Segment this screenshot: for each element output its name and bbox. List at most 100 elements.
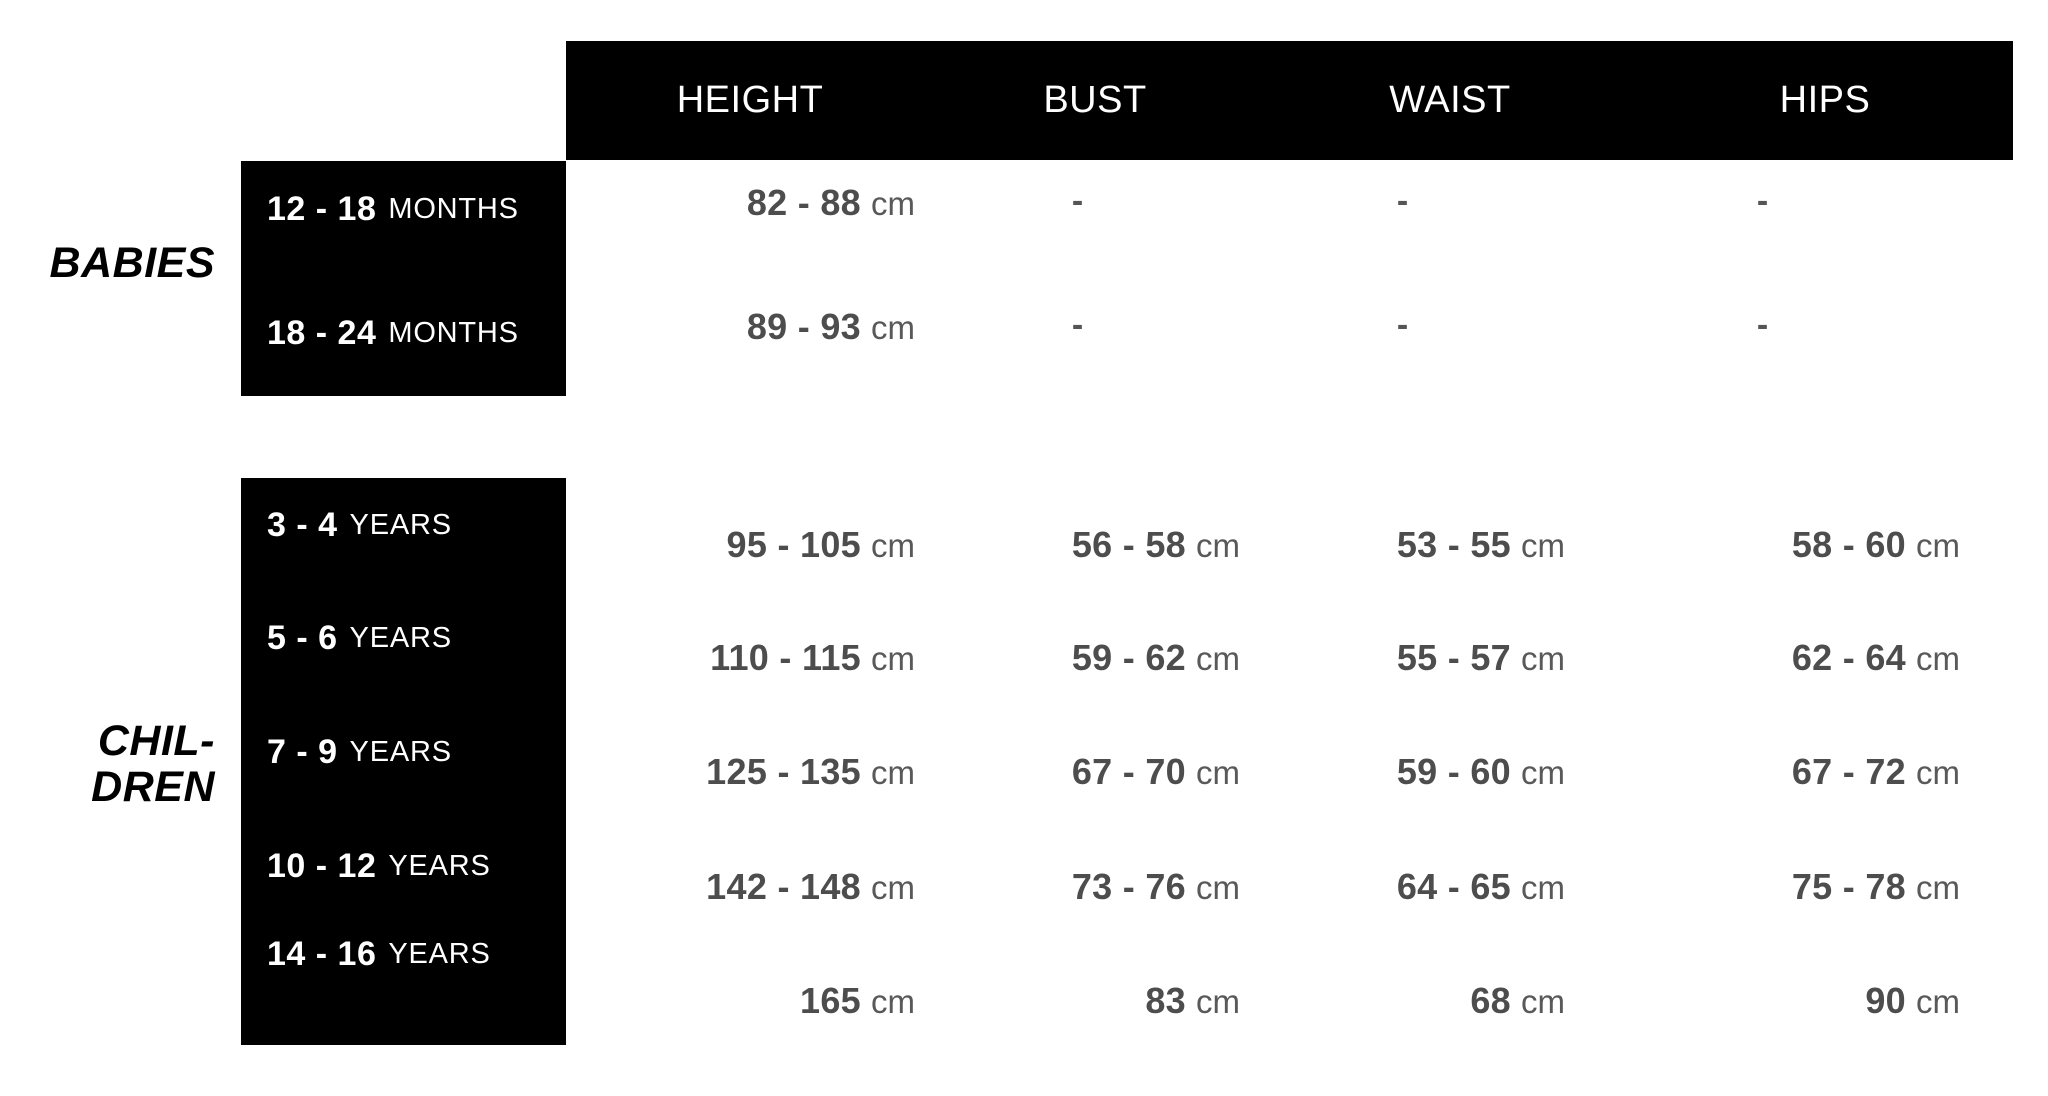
table-row: 95 - 105 cm 56 - 58 cm 53 - 55 cm 58 - 6… bbox=[566, 524, 2013, 574]
value-unit: cm bbox=[1196, 754, 1240, 791]
value-number: 58 - 60 bbox=[1791, 524, 1906, 565]
value-unit: cm bbox=[871, 640, 915, 677]
value-number: 55 - 57 bbox=[1396, 637, 1511, 678]
value-hips: 75 - 78 cm bbox=[1565, 866, 1960, 916]
value-unit: cm bbox=[871, 869, 915, 906]
value-waist: 64 - 65 cm bbox=[1240, 866, 1565, 916]
value-unit: cm bbox=[1521, 527, 1565, 564]
value-number: 73 - 76 bbox=[1071, 866, 1186, 907]
value-hips: 58 - 60 cm bbox=[1565, 524, 1960, 574]
size-row-10-12-years: 10 - 12 YEARS bbox=[267, 842, 491, 890]
size-row-7-9-years: 7 - 9 YEARS bbox=[267, 728, 452, 776]
value-height: 95 - 105 cm bbox=[566, 524, 916, 574]
size-number: 3 - 4 bbox=[267, 505, 338, 544]
column-header-waist: WAIST bbox=[1389, 79, 1511, 121]
size-unit: YEARS bbox=[349, 735, 452, 768]
value-waist: 59 - 60 cm bbox=[1240, 751, 1565, 801]
value-hips: 67 - 72 cm bbox=[1565, 751, 1960, 801]
value-unit: cm bbox=[1916, 640, 1960, 677]
value-height: 89 - 93 cm bbox=[566, 306, 915, 356]
value-number: 125 - 135 bbox=[706, 751, 861, 792]
value-unit: cm bbox=[1196, 527, 1240, 564]
value-unit: cm bbox=[871, 754, 915, 791]
value-number: 82 - 88 bbox=[746, 182, 861, 223]
value-number: 83 bbox=[1145, 980, 1186, 1021]
value-number: 95 - 105 bbox=[726, 524, 861, 565]
value-number: 64 - 65 bbox=[1396, 866, 1511, 907]
size-row-14-16-years: 14 - 16 YEARS bbox=[267, 930, 491, 978]
table-row: 125 - 135 cm 67 - 70 cm 59 - 60 cm 67 - … bbox=[566, 751, 2013, 801]
value-number: 67 - 70 bbox=[1071, 751, 1186, 792]
value-number: - bbox=[1756, 182, 1769, 220]
value-bust: 83 cm bbox=[915, 980, 1240, 1030]
column-header-hips: HIPS bbox=[1779, 79, 1871, 121]
value-waist: - bbox=[1240, 306, 1565, 356]
value-number: 62 - 64 bbox=[1791, 637, 1906, 678]
value-unit: cm bbox=[1521, 640, 1565, 677]
value-waist: 55 - 57 cm bbox=[1240, 637, 1565, 687]
value-unit: cm bbox=[871, 983, 915, 1020]
table-row: 110 - 115 cm 59 - 62 cm 55 - 57 cm 62 - … bbox=[566, 637, 2013, 687]
size-unit: YEARS bbox=[388, 849, 491, 882]
value-bust: 59 - 62 cm bbox=[915, 637, 1240, 687]
value-number: - bbox=[1396, 306, 1409, 344]
value-unit: cm bbox=[1916, 983, 1960, 1020]
value-number: 110 - 115 bbox=[710, 637, 861, 678]
value-unit: cm bbox=[1521, 983, 1565, 1020]
value-height: 110 - 115 cm bbox=[566, 637, 915, 687]
value-unit: cm bbox=[1196, 640, 1240, 677]
value-bust: - bbox=[915, 306, 1240, 356]
value-height: 142 - 148 cm bbox=[566, 866, 915, 916]
value-height: 165 cm bbox=[566, 980, 915, 1030]
value-waist: 68 cm bbox=[1240, 980, 1565, 1030]
table-row: 165 cm 83 cm 68 cm 90 cm bbox=[566, 980, 2013, 1030]
size-number: 5 - 6 bbox=[267, 618, 338, 657]
value-hips: - bbox=[1565, 306, 1960, 356]
value-number: 142 - 148 bbox=[706, 866, 861, 907]
value-unit: cm bbox=[1916, 869, 1960, 906]
value-hips: - bbox=[1565, 182, 1960, 232]
size-unit: MONTHS bbox=[388, 316, 519, 349]
column-header-height: HEIGHT bbox=[676, 79, 824, 121]
size-number: 18 - 24 bbox=[267, 313, 377, 352]
value-height: 82 - 88 cm bbox=[566, 182, 915, 232]
value-bust: 56 - 58 cm bbox=[915, 524, 1240, 574]
size-number: 14 - 16 bbox=[267, 934, 377, 973]
size-row-3-4-years: 3 - 4 YEARS bbox=[267, 501, 452, 549]
table-row: 89 - 93 cm - - - bbox=[566, 306, 2013, 356]
value-hips: 90 cm bbox=[1565, 980, 1960, 1030]
value-bust: 67 - 70 cm bbox=[915, 751, 1240, 801]
group-label-children: CHIL- DREN bbox=[91, 717, 215, 812]
size-row-5-6-years: 5 - 6 YEARS bbox=[267, 614, 452, 662]
value-number: 89 - 93 bbox=[746, 306, 861, 347]
value-unit: cm bbox=[871, 527, 915, 564]
size-number: 10 - 12 bbox=[267, 846, 377, 885]
size-number: 12 - 18 bbox=[267, 189, 377, 228]
value-number: 90 bbox=[1865, 980, 1906, 1021]
value-height: 125 - 135 cm bbox=[566, 751, 915, 801]
table-row: 82 - 88 cm - - - bbox=[566, 182, 2013, 232]
value-unit: cm bbox=[1196, 983, 1240, 1020]
column-header-bust: BUST bbox=[1043, 79, 1147, 121]
value-hips: 62 - 64 cm bbox=[1565, 637, 1960, 687]
size-row-12-18-months: 12 - 18 MONTHS bbox=[267, 185, 519, 233]
group-label-babies: BABIES bbox=[49, 239, 215, 287]
value-bust: 73 - 76 cm bbox=[915, 866, 1240, 916]
size-row-18-24-months: 18 - 24 MONTHS bbox=[267, 309, 519, 357]
table-header-bar: HEIGHT BUST WAIST HIPS bbox=[566, 41, 2013, 160]
value-waist: 53 - 55 cm bbox=[1240, 524, 1565, 574]
value-unit: cm bbox=[871, 185, 915, 222]
value-number: 53 - 55 bbox=[1396, 524, 1511, 565]
value-waist: - bbox=[1240, 182, 1565, 232]
size-number: 7 - 9 bbox=[267, 732, 338, 771]
value-number: 165 bbox=[800, 980, 861, 1021]
size-block-babies: 12 - 18 MONTHS 18 - 24 MONTHS bbox=[241, 161, 566, 396]
value-number: - bbox=[1396, 182, 1409, 220]
value-number: - bbox=[1071, 182, 1084, 220]
size-unit: MONTHS bbox=[388, 192, 519, 225]
size-unit: YEARS bbox=[349, 621, 452, 654]
size-block-children: 3 - 4 YEARS 5 - 6 YEARS 7 - 9 YEARS 10 -… bbox=[241, 478, 566, 1045]
value-number: 56 - 58 bbox=[1071, 524, 1186, 565]
value-unit: cm bbox=[1196, 869, 1240, 906]
